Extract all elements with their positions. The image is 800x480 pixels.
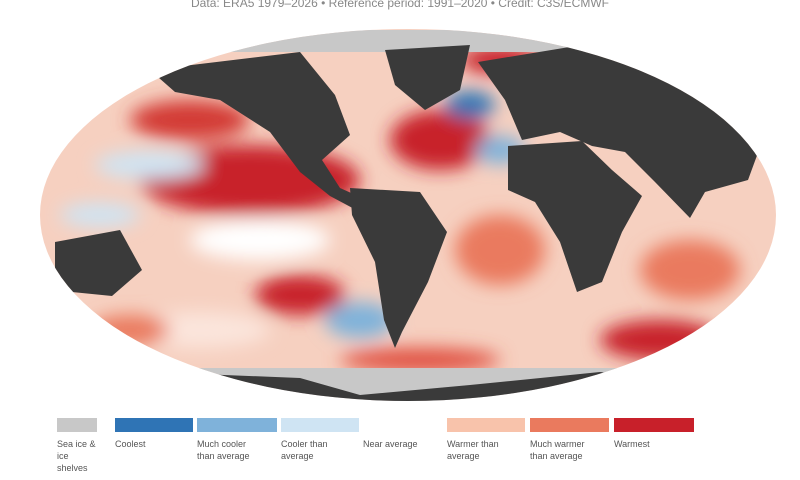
legend-swatch <box>57 418 97 432</box>
anomaly-field <box>60 46 740 372</box>
legend-swatch <box>530 418 609 432</box>
legend-item: Much cooler than average <box>197 418 277 462</box>
credit-line: Data: ERA5 1979–2026 • Reference period:… <box>191 0 609 10</box>
legend-swatch <box>447 418 525 432</box>
legend-swatch <box>197 418 277 432</box>
legend-label: Near average <box>363 439 418 449</box>
legend-swatch <box>115 418 193 432</box>
legend-item: Warmer than average <box>447 418 525 462</box>
legend-item: Coolest <box>115 418 193 450</box>
legend-label: Warmer than average <box>447 439 499 461</box>
legend-swatch <box>363 418 441 432</box>
legend-label: Cooler than average <box>281 439 328 461</box>
legend-label: Sea ice & ice shelves <box>57 439 96 473</box>
legend-label: Warmest <box>614 439 650 449</box>
legend-item: Near average <box>363 418 441 450</box>
legend-swatch <box>614 418 694 432</box>
legend: Sea ice & ice shelves Coolest Much cooler … <box>0 418 800 478</box>
landmass <box>55 42 770 401</box>
legend-item: Warmest <box>614 418 694 450</box>
legend-label: Much warmer than average <box>530 439 585 461</box>
legend-swatch <box>281 418 359 432</box>
legend-label: Coolest <box>115 439 146 449</box>
legend-label: Much cooler than average <box>197 439 250 461</box>
legend-item: Sea ice & ice shelves <box>57 418 97 474</box>
map <box>40 29 776 401</box>
legend-item: Much warmer than average <box>530 418 609 462</box>
legend-item: Cooler than average <box>281 418 359 462</box>
